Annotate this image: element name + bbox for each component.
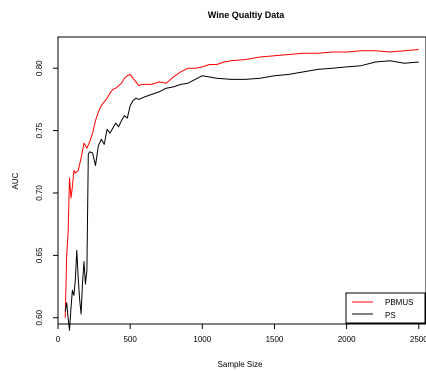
y-tick-label: 0.60 xyxy=(35,309,44,325)
chart-title: Wine Qualtiy Data xyxy=(208,10,285,20)
x-tick-label: 0 xyxy=(56,335,61,344)
series-line-ps xyxy=(64,60,419,331)
x-axis-label: Sample Size xyxy=(218,360,263,369)
x-tick-label: 2000 xyxy=(338,335,356,344)
series-line-pbmus xyxy=(64,49,419,318)
y-tick-label: 0.75 xyxy=(35,122,44,138)
y-tick-label: 0.70 xyxy=(35,185,44,201)
x-tick-label: 2500 xyxy=(410,335,426,344)
legend-label-pbmus: PBMUS xyxy=(385,298,413,307)
x-tick-label: 500 xyxy=(123,335,137,344)
series-layer xyxy=(64,49,419,331)
legend-box xyxy=(345,292,426,324)
y-axis-label: AUC xyxy=(11,172,20,189)
x-axis: 0 500 1000 1500 2000 2500 xyxy=(56,324,426,344)
legend-label-ps: PS xyxy=(385,311,396,320)
x-tick-label: 1500 xyxy=(266,335,284,344)
y-tick-label: 0.80 xyxy=(35,60,44,76)
y-axis: 0.60 0.65 0.70 0.75 0.80 xyxy=(35,60,58,326)
legend: PBMUS PS xyxy=(345,292,426,324)
y-tick-label: 0.65 xyxy=(35,247,44,263)
plot-frame xyxy=(57,36,426,325)
x-tick-label: 1000 xyxy=(193,335,211,344)
